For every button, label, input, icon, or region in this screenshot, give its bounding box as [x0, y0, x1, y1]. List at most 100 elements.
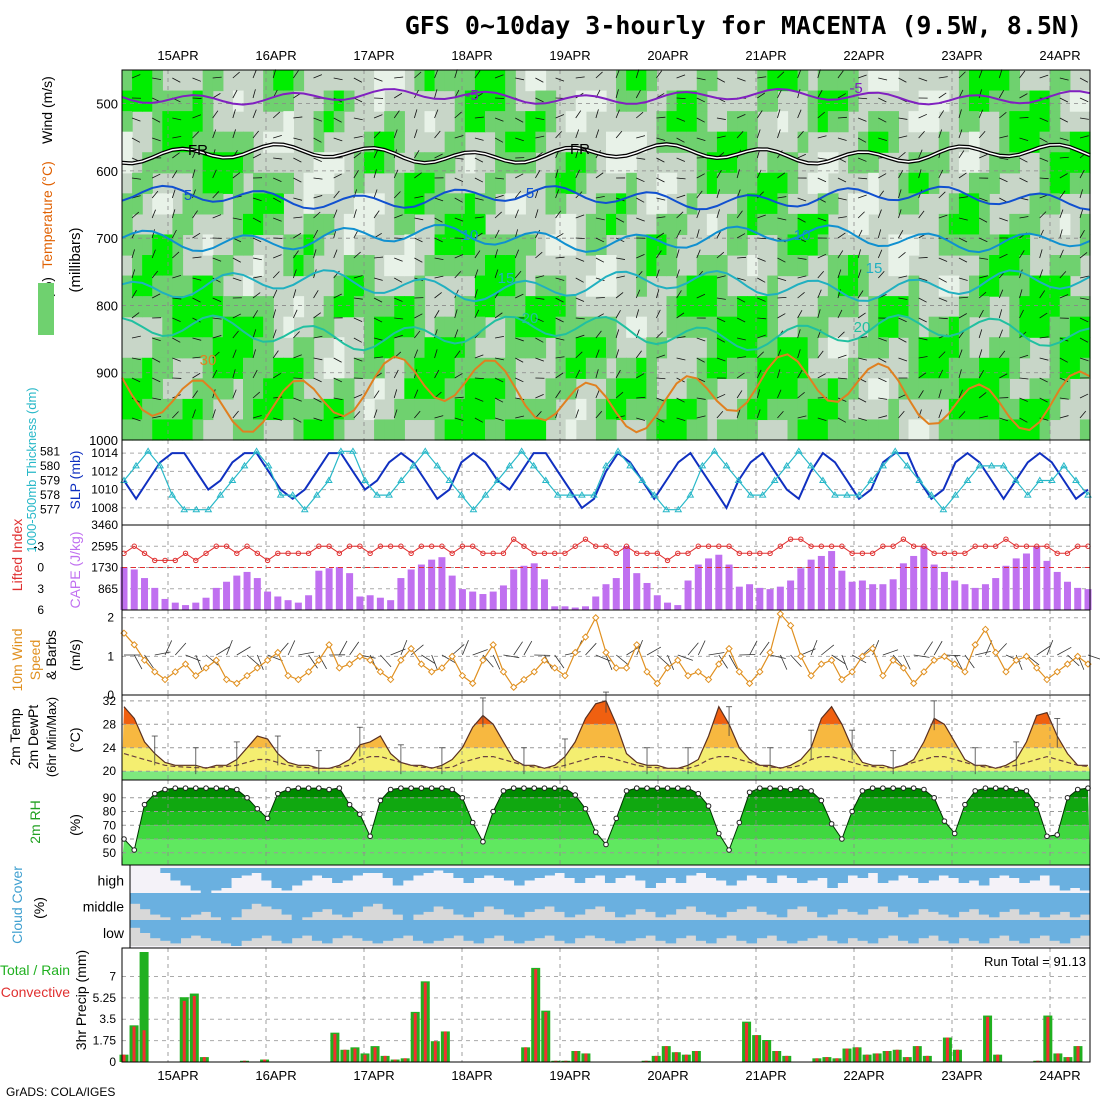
rh-cell: [969, 70, 980, 92]
rh-cell: [253, 213, 264, 236]
rh2m-marker: [336, 785, 343, 791]
rh-cell: [646, 378, 658, 400]
rh-cell: [948, 419, 960, 441]
rh-cell: [666, 398, 678, 421]
wind10-barb: [400, 640, 408, 656]
wind10-barb: [133, 654, 143, 670]
li-marker: [511, 536, 517, 542]
rh-cell: [757, 357, 768, 379]
rh-cell: [424, 172, 436, 194]
rh2m-marker: [931, 794, 937, 801]
rh-cell: [485, 193, 496, 215]
cloud-cell: [210, 920, 222, 941]
cloud-cell: [1059, 868, 1071, 891]
wind-barb: [252, 197, 262, 202]
rh-cell: [616, 152, 627, 174]
li-marker: [336, 550, 343, 557]
wind10-barb: [892, 654, 904, 668]
wind-barb: [293, 177, 302, 183]
li-marker: [459, 543, 466, 549]
rh-cell: [696, 419, 708, 441]
cape-bar: [725, 564, 733, 610]
rh-cell: [253, 357, 264, 379]
rh-cell: [797, 378, 809, 400]
rh2m-marker: [633, 785, 640, 791]
rh-cell: [716, 337, 728, 359]
rh-cell: [343, 398, 355, 421]
wind-barb: [192, 210, 198, 219]
rh-cell: [555, 357, 567, 379]
rh-cell: [394, 255, 405, 277]
rh-cell: [848, 70, 859, 92]
wind10-barb: [739, 654, 756, 656]
wind10-barb: [287, 640, 296, 656]
precip-convective-bar: [1046, 1016, 1050, 1062]
rh-cell: [888, 398, 900, 421]
rh2m-marker: [500, 788, 507, 794]
cloud-cell: [301, 868, 313, 881]
rh-cell: [646, 193, 658, 215]
rh-cell: [636, 234, 647, 256]
rh-cell: [858, 152, 869, 174]
wind-barb: [837, 216, 847, 219]
wind-barb: [777, 277, 787, 281]
wind10-marker: [161, 675, 169, 684]
cloud-cell: [1039, 920, 1051, 936]
cape-bar: [305, 595, 313, 610]
wind-barb: [1019, 289, 1023, 299]
wind10-marker: [304, 668, 313, 676]
cape-bar: [899, 563, 907, 610]
rh-cell: [727, 213, 738, 236]
cloud-cell: [261, 893, 272, 907]
rh-cell: [1029, 193, 1041, 215]
wind10-marker: [181, 660, 190, 668]
rh-cell: [384, 419, 395, 441]
rh-cell: [1049, 378, 1061, 400]
rh-cell: [122, 131, 133, 153]
wind-barb: [756, 351, 765, 359]
thickness-marker: [469, 505, 478, 513]
rh-cell: [787, 172, 799, 194]
rh-cell: [969, 296, 980, 318]
rh-cell: [232, 172, 244, 194]
wind10-marker: [397, 656, 405, 664]
rh-cell: [444, 152, 456, 174]
wind-barb: [1019, 417, 1028, 423]
rh-cell: [1069, 172, 1081, 194]
rh-cell: [918, 378, 930, 400]
thickness-marker: [602, 461, 610, 469]
wind-barb: [555, 233, 564, 239]
wind-barb: [333, 77, 343, 81]
wind-barb: [172, 77, 181, 83]
wind-barb: [797, 153, 806, 159]
cloud-cell: [534, 893, 545, 910]
wind10-barb: [267, 654, 283, 662]
wind10-marker: [222, 675, 231, 684]
wind-barb: [636, 197, 645, 203]
cloud-cell: [423, 893, 434, 912]
rh-cell: [575, 152, 587, 174]
rh2m-marker: [203, 785, 209, 791]
wind-barb: [797, 291, 805, 299]
rh-cell: [938, 213, 950, 236]
cloud-cell: [857, 868, 869, 878]
cloud-cell: [503, 868, 515, 881]
thickness-marker: [192, 505, 201, 513]
rh-cell: [273, 398, 284, 421]
rh-cell: [434, 316, 446, 338]
rh-cell: [958, 419, 970, 441]
cloud-cell: [796, 868, 808, 883]
rh-cell: [827, 70, 839, 92]
wind-barb: [878, 357, 887, 363]
precip-convective-bar: [343, 1049, 347, 1062]
rh-cell: [817, 70, 829, 92]
rh-cell: [454, 90, 466, 112]
wind-barb: [1079, 209, 1084, 219]
wind-barb: [273, 157, 283, 160]
rh-cell: [192, 296, 204, 318]
cape-bar: [540, 579, 548, 610]
rh-cell: [172, 296, 184, 318]
bottom-date-label: 20APR: [647, 1068, 688, 1083]
rh-cell: [212, 131, 224, 153]
rh-cell: [1039, 275, 1051, 297]
